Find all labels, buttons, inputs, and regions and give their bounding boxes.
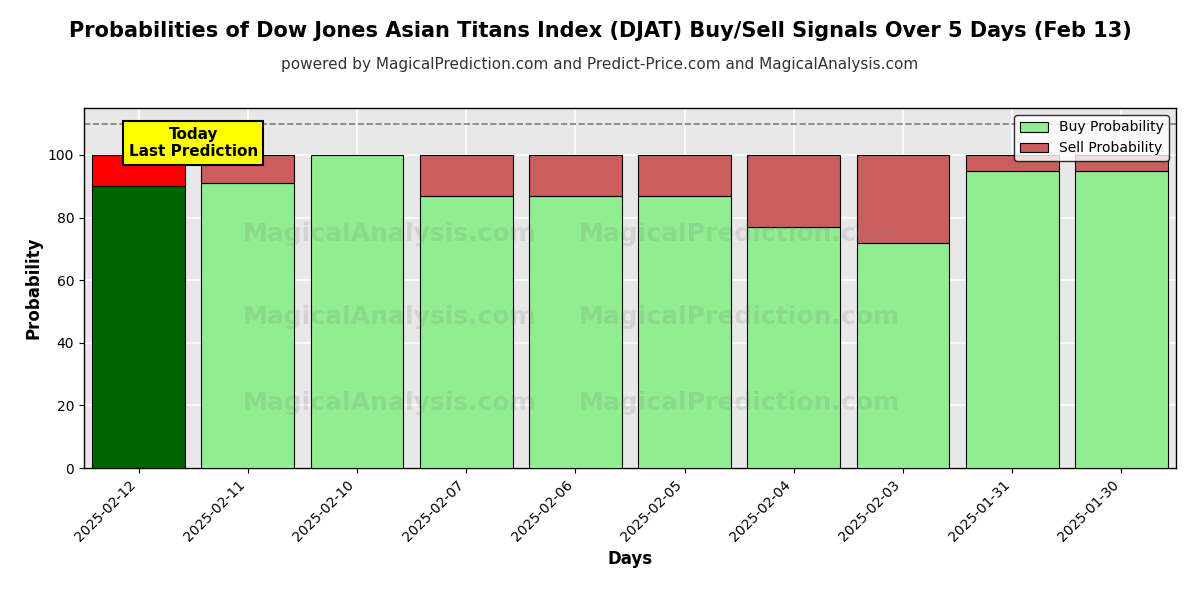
- Text: MagicalAnalysis.com: MagicalAnalysis.com: [242, 305, 536, 329]
- Bar: [966, 170, 1058, 468]
- Bar: [92, 186, 185, 468]
- Text: Today
Last Prediction: Today Last Prediction: [128, 127, 258, 159]
- Bar: [311, 155, 403, 468]
- Text: MagicalPrediction.com: MagicalPrediction.com: [578, 305, 900, 329]
- Bar: [638, 196, 731, 468]
- Text: MagicalAnalysis.com: MagicalAnalysis.com: [242, 391, 536, 415]
- Y-axis label: Probability: Probability: [24, 237, 42, 339]
- X-axis label: Days: Days: [607, 550, 653, 568]
- Bar: [92, 155, 185, 186]
- Bar: [529, 155, 622, 196]
- Bar: [748, 155, 840, 227]
- Bar: [748, 227, 840, 468]
- Bar: [202, 155, 294, 183]
- Legend: Buy Probability, Sell Probability: Buy Probability, Sell Probability: [1014, 115, 1169, 161]
- Text: powered by MagicalPrediction.com and Predict-Price.com and MagicalAnalysis.com: powered by MagicalPrediction.com and Pre…: [281, 57, 919, 72]
- Bar: [1075, 170, 1168, 468]
- Text: Probabilities of Dow Jones Asian Titans Index (DJAT) Buy/Sell Signals Over 5 Day: Probabilities of Dow Jones Asian Titans …: [68, 21, 1132, 41]
- Text: MagicalPrediction.com: MagicalPrediction.com: [578, 391, 900, 415]
- Bar: [420, 155, 512, 196]
- Bar: [529, 196, 622, 468]
- Text: MagicalPrediction.com: MagicalPrediction.com: [578, 222, 900, 246]
- Bar: [857, 242, 949, 468]
- Bar: [202, 183, 294, 468]
- Bar: [1075, 155, 1168, 170]
- Bar: [966, 155, 1058, 170]
- Bar: [857, 155, 949, 242]
- Text: MagicalAnalysis.com: MagicalAnalysis.com: [242, 222, 536, 246]
- Bar: [420, 196, 512, 468]
- Bar: [638, 155, 731, 196]
